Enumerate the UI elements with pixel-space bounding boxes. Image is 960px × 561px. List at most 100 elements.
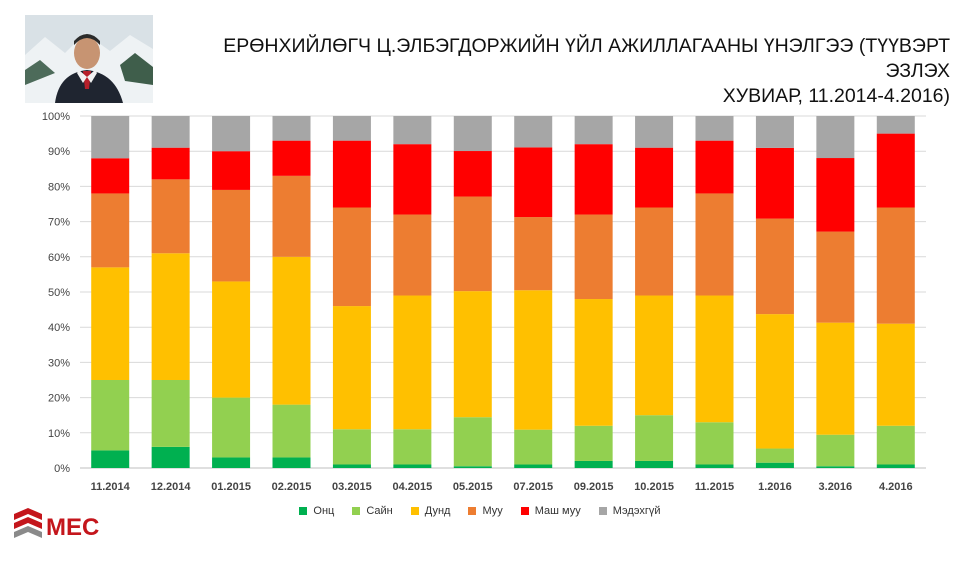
y-tick-label: 20% [48,393,70,405]
bar-segment [876,133,915,208]
y-tick-label: 80% [48,181,70,193]
bar-segment [332,207,371,307]
bar-segment [332,306,371,430]
bar-segment [151,253,190,380]
bar-segment [876,116,915,134]
y-tick-label: 90% [48,146,70,158]
bar-segment [212,397,251,458]
bar-segment [635,295,674,416]
bar-segment [332,464,371,468]
bar-segment [695,193,734,296]
chart-title-line2: ХУВИАР, 11.2014-4.2016) [722,85,950,107]
bar-segment [876,323,915,426]
legend-item: Онц [299,505,334,517]
bar-segment [695,140,734,194]
bar-segment [212,189,251,282]
bar-segment [272,140,311,176]
bar-segment [272,116,311,141]
bar-segment [91,193,130,268]
bar-segment [272,256,311,405]
legend-swatch [598,507,607,515]
chart-legend: Онц Сайн Дунд Муу Маш муу Мэдэхгүй [0,505,960,518]
bar-segment [574,144,613,215]
bar-segment [91,380,130,451]
bar-segment [816,231,855,323]
bar-segment [635,116,674,148]
bar-segment [453,151,492,197]
bar-segment [574,116,613,145]
y-tick-label: 0% [54,463,70,475]
bar-segment [514,147,553,218]
bar-segment [876,425,915,465]
bar-segment [332,140,371,208]
bar-segment [212,457,251,468]
bar-segment [695,422,734,465]
bar-segment [91,158,130,194]
bar-segment [393,464,432,468]
bar-segment [635,147,674,208]
y-tick-label: 100% [42,111,70,123]
bar-segment [151,179,190,254]
x-tick-label: 07.2015 [513,481,553,493]
x-tick-label: 04.2015 [392,481,432,493]
legend-swatch [520,507,529,515]
x-tick-label: 01.2015 [211,481,251,493]
bar-segment [695,116,734,141]
bar-segment [574,214,613,300]
x-tick-label: 11.2014 [91,481,131,493]
bar-segment [574,299,613,426]
mec-logo-mark [14,508,42,538]
x-tick-label: 4.2016 [879,481,913,493]
bar-segment [514,290,553,430]
bar-segment [816,158,855,232]
bar-segment [151,380,190,447]
x-tick-label: 3.2016 [819,481,853,493]
x-tick-label: 03.2015 [332,481,372,493]
bar-segment [151,116,190,148]
bar-segment [151,446,190,468]
legend-swatch [352,507,361,515]
bar-segment [332,116,371,141]
legend-label: Муу [482,505,503,517]
legend-label: Онц [313,505,335,517]
bar-segment [695,464,734,468]
legend-item: Мэдэхгүй [598,505,661,517]
bar-segment [453,417,492,467]
bar-segment [816,434,855,467]
bar-segment [151,147,190,180]
bar-segment [272,457,311,468]
legend-label: Мэдэхгүй [612,505,661,517]
bar-segment [514,116,553,148]
bar-segment [574,460,613,468]
bar-segment [393,295,432,430]
presenter-photo [25,15,153,103]
bar-segment [212,281,251,398]
bar-segment [393,429,432,465]
x-tick-label: 02.2015 [272,481,312,493]
bar-segment [514,464,553,468]
bar-segment [453,116,492,152]
legend-label: Дунд [424,505,451,517]
y-tick-label: 30% [48,357,70,369]
x-tick-label: 10.2015 [634,481,674,493]
bar-segment [816,466,855,468]
legend-item: Муу [468,505,503,517]
bar-segment [393,144,432,215]
bar-segment [453,291,492,418]
bar-segment [91,267,130,380]
bar-segment [816,116,855,159]
bar-segment [574,425,613,461]
bar-segment [755,462,794,468]
bar-segment [272,175,311,257]
bar-segment [453,196,492,292]
bar-segment [635,207,674,296]
bar-segment [212,116,251,152]
legend-label: Маш муу [534,505,581,517]
bar-segment [816,322,855,435]
bar-segment [755,147,794,219]
bar-segment [514,429,553,465]
x-tick-label: 1.2016 [758,481,792,493]
y-tick-label: 70% [48,217,70,229]
legend-item: Сайн [352,505,393,517]
